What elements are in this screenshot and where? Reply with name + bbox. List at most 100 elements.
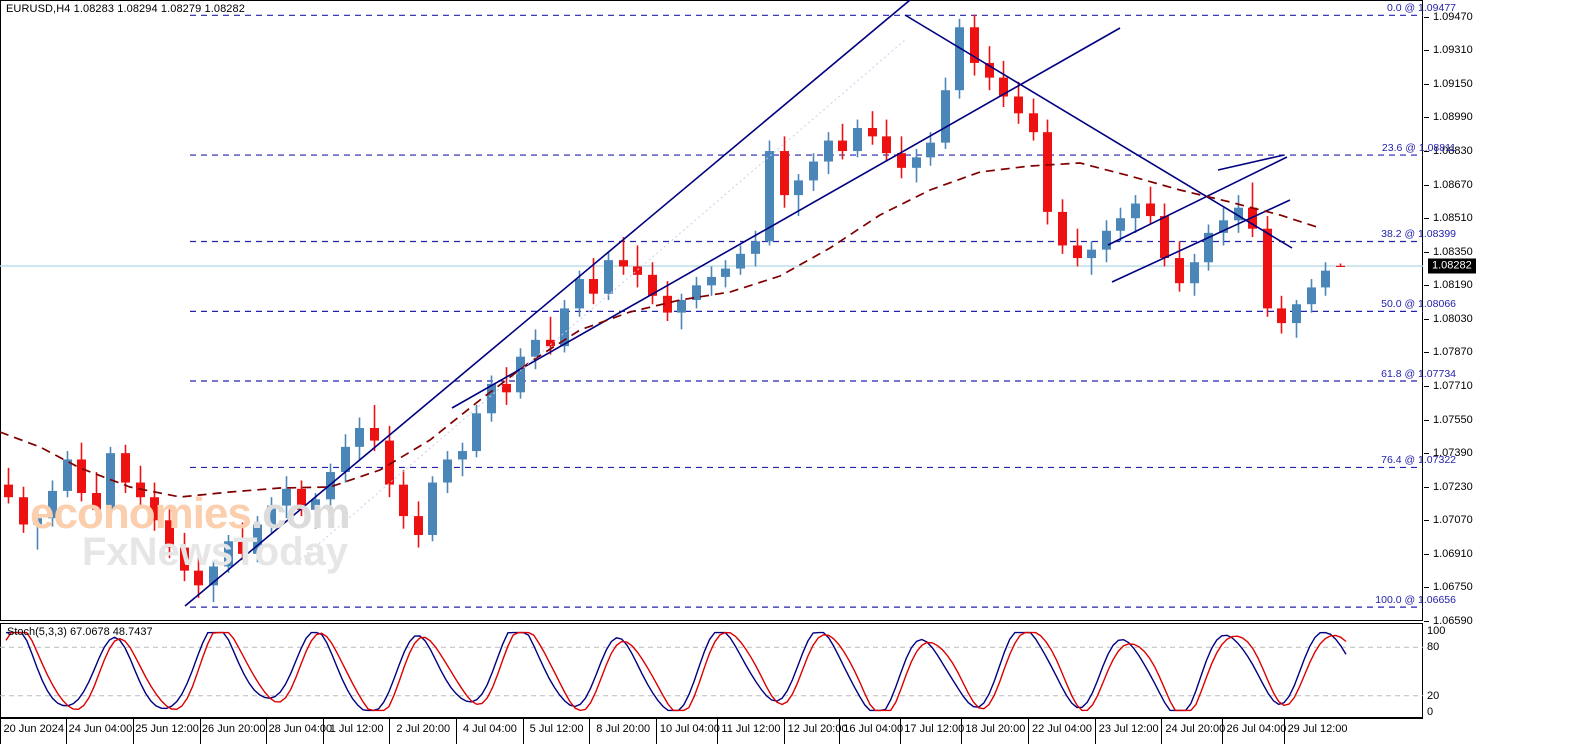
price-tick-mark <box>1424 318 1429 320</box>
time-tick-separator <box>716 719 718 744</box>
time-tick-label: 10 Jul 04:00 <box>659 723 720 735</box>
time-tick-label: 20 Jun 2024 <box>3 723 65 735</box>
time-tick-separator <box>522 719 524 744</box>
stochastic-plot-svg <box>0 631 1423 712</box>
time-tick-label: 17 Jul 12:00 <box>904 723 965 735</box>
time-tick-separator <box>389 719 391 744</box>
price-tick-label: 1.09310 <box>1433 44 1473 57</box>
price-tick-mark <box>1424 151 1429 153</box>
time-tick-separator <box>1283 719 1285 744</box>
fib-level-label: 76.4 @ 1.07322 <box>1381 454 1456 467</box>
price-tick-label: 1.07550 <box>1433 413 1473 426</box>
fib-level-label: 38.2 @ 1.08399 <box>1381 228 1456 241</box>
time-tick-separator <box>322 719 324 744</box>
price-tick-label: 1.06910 <box>1433 547 1473 560</box>
time-tick-label: 2 Jul 20:00 <box>396 723 451 735</box>
fib-level-label: 61.8 @ 1.07734 <box>1381 367 1456 380</box>
time-tick-label: 1 Jul 12:00 <box>329 723 384 735</box>
time-tick-label: 16 Jul 04:00 <box>843 723 904 735</box>
price-tick-mark <box>1424 520 1429 522</box>
price-tick-mark <box>1424 16 1429 18</box>
price-tick-mark <box>1424 184 1429 186</box>
time-tick-label: 25 Jun 12:00 <box>135 723 199 735</box>
time-tick-label: 26 Jun 20:00 <box>201 723 266 735</box>
time-tick-separator <box>589 719 591 744</box>
price-axis[interactable]: 1.09470 1.09310 1.09150 1.08990 1.08830 1.086… <box>1423 0 1596 627</box>
time-tick-separator <box>133 719 135 744</box>
price-tick-label: 1.06590 <box>1433 615 1473 627</box>
price-tick-mark <box>1424 386 1429 388</box>
stochastic-header-label: Stoch(5,3,3) 67.0678 48.7437 <box>7 626 153 638</box>
price-tick-mark <box>1424 553 1429 555</box>
price-tick-label: 1.07870 <box>1433 346 1473 359</box>
price-tick-mark <box>1424 218 1429 220</box>
price-tick-label: 1.08190 <box>1433 279 1473 292</box>
time-tick-separator <box>1028 719 1030 744</box>
time-tick-separator <box>1161 719 1163 744</box>
stoch-tick-label: 20 <box>1427 689 1440 702</box>
price-tick-label: 1.07390 <box>1433 447 1473 460</box>
price-tick-label: 1.06750 <box>1433 581 1473 594</box>
time-tick-separator <box>900 719 902 744</box>
time-tick-separator <box>839 719 841 744</box>
time-tick-label: 28 Jun 04:00 <box>268 723 333 735</box>
price-tick-label: 1.09150 <box>1433 77 1473 90</box>
price-tick-label: 1.09470 <box>1433 10 1473 23</box>
stoch-tick-label: 0 <box>1427 706 1434 718</box>
time-tick-label: 5 Jul 12:00 <box>529 723 584 735</box>
time-tick-label: 22 Jul 04:00 <box>1032 723 1092 735</box>
price-tick-mark <box>1424 50 1429 52</box>
fib-level-label: 0.0 @ 1.09477 <box>1386 2 1456 15</box>
price-tick-mark <box>1424 486 1429 488</box>
time-tick-separator <box>655 719 657 744</box>
time-tick-separator <box>1222 719 1224 744</box>
time-tick-separator <box>455 719 457 744</box>
price-tick-label: 1.08670 <box>1433 178 1473 191</box>
time-tick-label: 18 Jul 20:00 <box>965 723 1026 735</box>
price-tick-mark <box>1424 83 1429 85</box>
price-tick-mark <box>1424 117 1429 119</box>
time-tick-label: 8 Jul 20:00 <box>596 723 651 735</box>
time-tick-label: 24 Jul 20:00 <box>1165 723 1226 735</box>
time-tick-label: 29 Jul 12:00 <box>1287 723 1348 735</box>
stochastic-pane[interactable] <box>0 623 1423 718</box>
time-tick-separator <box>1094 719 1096 744</box>
price-tick-label: 1.08350 <box>1433 245 1473 258</box>
price-plot-svg <box>0 0 1423 608</box>
price-tick-mark <box>1424 285 1429 287</box>
time-axis[interactable]: 20 Jun 2024 24 Jun 04:00 25 Jun 12:00 26 Ju… <box>0 718 1423 744</box>
price-tick-label: 1.07230 <box>1433 480 1473 493</box>
price-tick-label: 1.07710 <box>1433 380 1473 393</box>
time-tick-label: 12 Jul 20:00 <box>787 723 848 735</box>
time-tick-label: 11 Jul 12:00 <box>721 723 781 735</box>
price-tick-mark <box>1424 587 1429 589</box>
time-tick-separator <box>961 719 963 744</box>
price-tick-mark <box>1424 453 1429 455</box>
price-tick-label: 1.08990 <box>1433 111 1473 124</box>
time-tick-label: 24 Jun 04:00 <box>68 723 133 735</box>
price-tick-label: 1.08510 <box>1433 212 1473 225</box>
stoch-tick-label: 100 <box>1427 625 1446 637</box>
time-tick-separator <box>783 719 785 744</box>
price-chart-pane[interactable] <box>0 0 1423 621</box>
fib-level-label: 50.0 @ 1.08066 <box>1381 298 1456 311</box>
fib-level-label: 23.6 @ 1.08811 <box>1381 142 1456 155</box>
price-tick-label: 1.08030 <box>1433 312 1473 325</box>
fib-level-label: 100.0 @ 1.06656 <box>1375 594 1456 607</box>
price-tick-mark <box>1424 419 1429 421</box>
time-tick-separator <box>266 719 268 744</box>
price-tick-mark <box>1424 352 1429 354</box>
time-tick-separator <box>0 719 1 744</box>
time-tick-separator <box>66 719 68 744</box>
time-tick-label: 23 Jul 12:00 <box>1098 723 1159 735</box>
stoch-tick-label: 80 <box>1427 641 1440 654</box>
price-tick-label: 1.08830 <box>1433 145 1473 158</box>
time-tick-label: 4 Jul 04:00 <box>463 723 517 735</box>
price-tick-mark <box>1424 251 1429 253</box>
time-tick-label: 26 Jul 04:00 <box>1226 723 1287 735</box>
price-tick-mark <box>1424 621 1429 622</box>
time-tick-separator <box>199 719 201 744</box>
chart-header-label: EURUSD,H4 1.08283 1.08294 1.08279 1.0828… <box>6 3 245 15</box>
current-price-label: 1.08282 <box>1428 258 1476 274</box>
